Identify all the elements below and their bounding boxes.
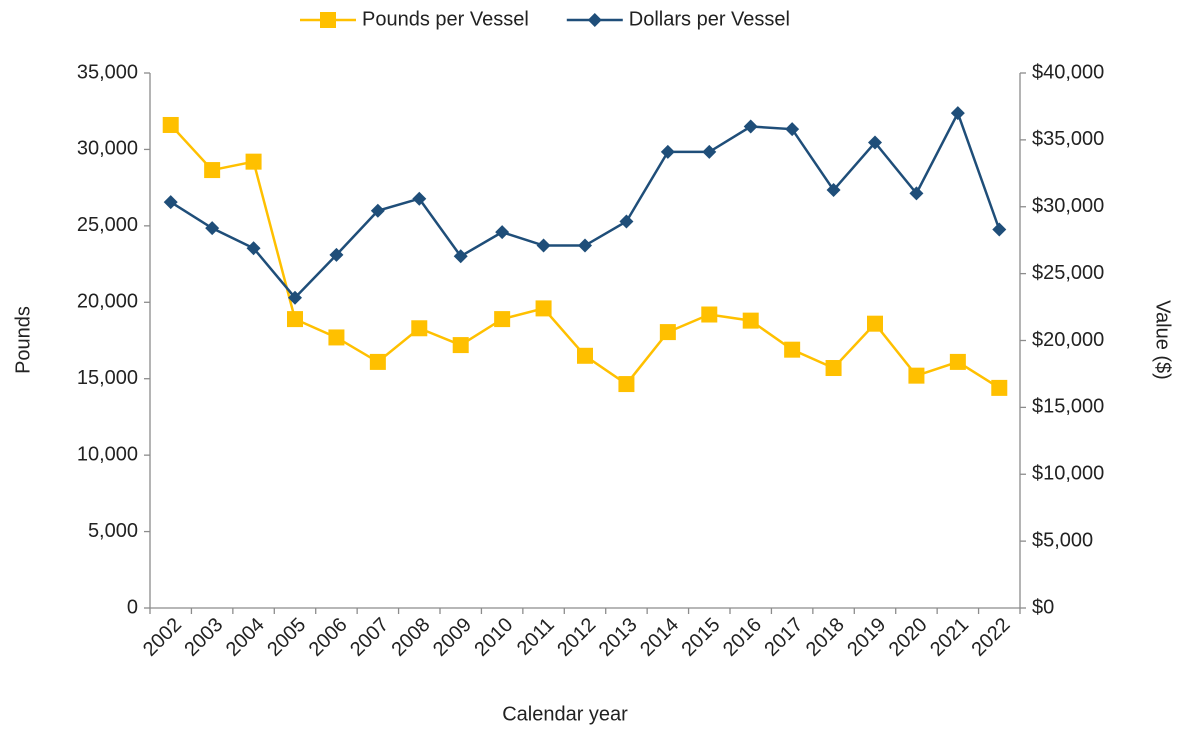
point <box>825 360 842 377</box>
point <box>950 106 965 121</box>
point <box>742 312 759 329</box>
y-tick-label: 35,000 <box>77 61 138 83</box>
y2-tick-label: $25,000 <box>1032 262 1104 284</box>
point <box>452 337 469 354</box>
point <box>204 162 221 179</box>
x-tick-label: 2003 <box>180 614 227 661</box>
point <box>329 247 344 262</box>
point <box>868 135 882 150</box>
point <box>587 13 602 27</box>
point <box>785 122 800 137</box>
point <box>412 191 427 206</box>
point <box>991 379 1008 396</box>
y-tick-label: 30,000 <box>77 138 138 160</box>
legend-label: Pounds per Vessel <box>362 8 529 30</box>
x-tick-label: 2006 <box>305 614 352 661</box>
x-tick-label: 2011 <box>513 614 559 660</box>
y-tick-label: 5,000 <box>88 520 138 542</box>
x-tick-label: 2013 <box>595 614 642 661</box>
point <box>949 353 966 370</box>
x-tick-label: 2007 <box>346 614 393 661</box>
point <box>784 341 801 358</box>
point <box>578 238 592 253</box>
y2-tick-label: $0 <box>1032 596 1054 618</box>
point <box>867 315 883 332</box>
x-tick-label: 2017 <box>760 614 807 661</box>
point <box>992 222 1007 237</box>
y2-tick-label: $10,000 <box>1032 463 1104 485</box>
x-tick-label: 2012 <box>553 614 600 661</box>
y-tick-label: 25,000 <box>77 214 138 236</box>
point <box>369 353 386 370</box>
x-tick-label: 2020 <box>885 614 932 661</box>
x-tick-label: 2004 <box>222 614 269 661</box>
x-tick-label: 2002 <box>139 614 186 661</box>
x-tick-label: 2022 <box>968 614 1015 661</box>
point <box>370 203 385 218</box>
point <box>701 306 718 323</box>
y2-tick-label: $15,000 <box>1032 396 1104 418</box>
x-axis-title: Calendar year <box>502 703 628 725</box>
x-tick-label: 2010 <box>470 614 517 661</box>
point <box>245 153 262 170</box>
point <box>535 300 552 317</box>
x-tick-label: 2015 <box>678 614 725 661</box>
point <box>702 144 717 159</box>
point <box>162 116 179 133</box>
x-tick-label: 2005 <box>263 614 310 661</box>
point <box>577 347 593 364</box>
point <box>411 320 428 337</box>
point <box>288 290 302 305</box>
point <box>743 119 758 134</box>
point <box>909 186 924 201</box>
y2-tick-label: $35,000 <box>1032 128 1104 150</box>
y-tick-label: 10,000 <box>77 443 138 465</box>
legend-label: Dollars per Vessel <box>629 8 790 30</box>
y2-tick-label: $30,000 <box>1032 195 1104 217</box>
x-tick-label: 2008 <box>388 614 435 661</box>
point <box>494 311 511 328</box>
point <box>495 225 510 240</box>
point <box>246 241 261 256</box>
point <box>536 238 551 253</box>
point <box>826 183 841 198</box>
x-tick-label: 2014 <box>636 614 683 661</box>
point <box>659 324 676 341</box>
y-tick-label: 15,000 <box>77 367 138 389</box>
y-axis-title: Pounds <box>12 306 34 374</box>
point <box>328 329 345 346</box>
x-tick-label: 2018 <box>802 614 849 661</box>
point <box>908 367 925 384</box>
point <box>453 249 468 264</box>
point <box>320 12 336 28</box>
y-tick-label: 0 <box>127 596 138 618</box>
point <box>619 214 634 229</box>
y2-tick-label: $40,000 <box>1032 61 1104 83</box>
y2-tick-label: $20,000 <box>1032 329 1104 351</box>
x-tick-label: 2021 <box>926 614 973 661</box>
point <box>660 144 675 159</box>
y2-tick-label: $5,000 <box>1032 529 1093 551</box>
point <box>618 376 635 393</box>
y-tick-label: 20,000 <box>77 291 138 313</box>
y2-axis-title: Value ($) <box>1152 300 1174 380</box>
x-tick-label: 2016 <box>719 614 766 661</box>
x-tick-label: 2019 <box>843 614 890 661</box>
x-tick-label: 2009 <box>429 614 476 661</box>
point <box>287 311 303 328</box>
point <box>205 221 220 236</box>
point <box>163 195 178 210</box>
